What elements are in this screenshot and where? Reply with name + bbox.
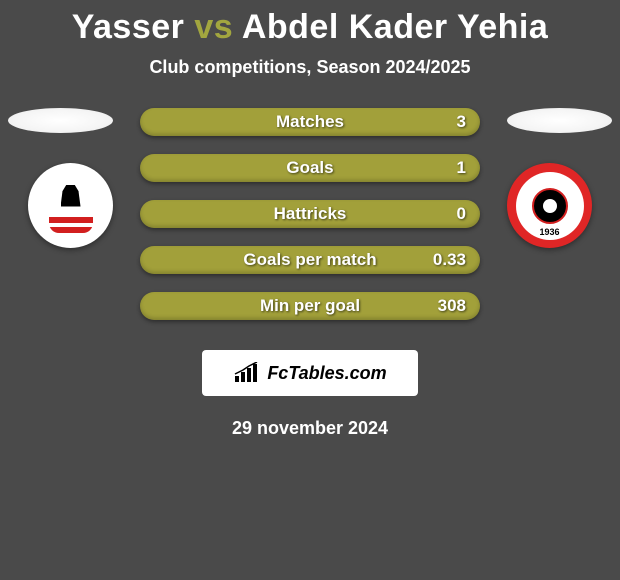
subtitle: Club competitions, Season 2024/2025 <box>0 57 620 78</box>
ghazl-year: 1936 <box>516 227 584 237</box>
stat-row: Min per goal 308 <box>140 292 480 320</box>
brand-text: FcTables.com <box>267 363 386 384</box>
stat-value-hattricks: 0 <box>457 204 466 224</box>
comparison-card: Yasser vs Abdel Kader Yehia Club competi… <box>0 0 620 580</box>
stat-row: Matches 3 <box>140 108 480 136</box>
stripe-icon <box>49 217 93 223</box>
stripe-icon <box>49 227 93 233</box>
date-line: 29 november 2024 <box>0 418 620 439</box>
stat-label-hattricks: Hattricks <box>274 204 347 224</box>
player2-name: Abdel Kader Yehia <box>242 8 548 46</box>
right-portrait-placeholder <box>507 108 612 133</box>
stat-row: Hattricks 0 <box>140 200 480 228</box>
stat-label-gpm: Goals per match <box>243 250 376 270</box>
page-title: Yasser vs Abdel Kader Yehia <box>0 0 620 47</box>
left-portrait-placeholder <box>8 108 113 133</box>
right-club-logo: 1936 <box>507 163 592 248</box>
stat-label-mpg: Min per goal <box>260 296 360 316</box>
brand-badge: FcTables.com <box>202 350 418 396</box>
stat-value-gpm: 0.33 <box>433 250 466 270</box>
zamalek-figure-icon <box>61 185 81 207</box>
stat-label-goals: Goals <box>286 158 333 178</box>
ghazl-face-icon <box>543 199 557 213</box>
zamalek-shield-icon <box>49 179 93 233</box>
vs-word: vs <box>194 8 233 46</box>
stat-label-matches: Matches <box>276 112 344 132</box>
stat-value-goals: 1 <box>457 158 466 178</box>
bar-chart-icon <box>233 362 261 384</box>
stat-row: Goals 1 <box>140 154 480 182</box>
zamalek-logo <box>36 171 106 241</box>
ghazl-logo: 1936 <box>516 172 584 240</box>
stat-value-mpg: 308 <box>438 296 466 316</box>
player1-name: Yasser <box>72 8 185 46</box>
main-area: 1936 Matches 3 Goals 1 Hattricks 0 Goals… <box>0 108 620 320</box>
stat-list: Matches 3 Goals 1 Hattricks 0 Goals per … <box>140 108 480 320</box>
stat-row: Goals per match 0.33 <box>140 246 480 274</box>
stat-value-matches: 3 <box>457 112 466 132</box>
left-club-logo <box>28 163 113 248</box>
ghazl-center-icon <box>532 188 568 224</box>
